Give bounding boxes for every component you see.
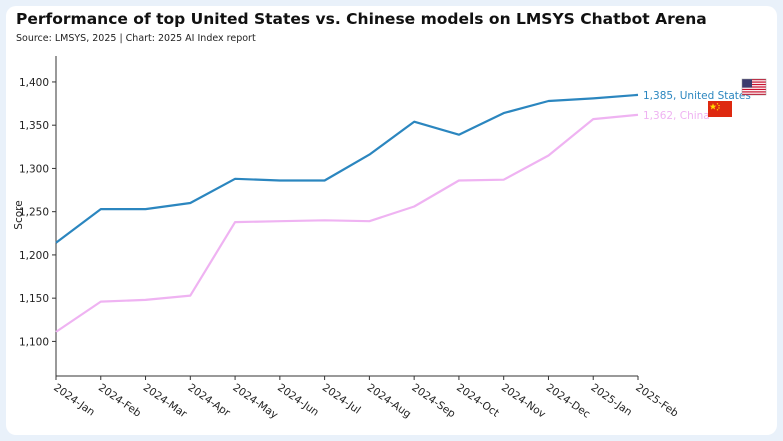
y-tick-label: 1,150 xyxy=(19,293,49,305)
x-tick-label: 2025-Feb xyxy=(633,382,680,420)
y-tick-label: 1,350 xyxy=(19,120,49,132)
y-axis-title: Score xyxy=(13,200,25,229)
x-tick-label: 2024-Jun xyxy=(275,382,321,419)
x-tick-label: 2024-Feb xyxy=(96,382,143,420)
us-flag-icon xyxy=(741,78,767,96)
series-line-china xyxy=(55,113,639,333)
chart-subtitle: Source: LMSYS, 2025 | Chart: 2025 AI Ind… xyxy=(16,33,256,44)
y-tick-label: 1,200 xyxy=(19,250,49,262)
x-tick-label: 2024-Apr xyxy=(186,382,233,420)
series-line-united-states xyxy=(55,93,639,244)
x-tick-label: 2025-Jan xyxy=(589,382,635,419)
chart-card xyxy=(6,6,777,435)
end-label-china: 1,362, China xyxy=(643,110,710,122)
x-tick-label: 2024-Dec xyxy=(544,382,593,421)
x-tick-label: 2024-Oct xyxy=(454,382,501,420)
x-tick-label: 2024-Aug xyxy=(365,382,413,421)
chart-title: Performance of top United States vs. Chi… xyxy=(16,10,707,28)
y-tick-label: 1,100 xyxy=(19,336,49,348)
y-tick-label: 1,400 xyxy=(19,77,49,89)
x-tick-label: 2024-Jan xyxy=(51,382,97,419)
x-tick-label: 2024-May xyxy=(230,382,280,422)
y-tick-label: 1,250 xyxy=(19,207,49,219)
x-tick-label: 2024-Mar xyxy=(141,382,190,421)
china-flag-icon xyxy=(708,101,732,117)
x-tick-label: 2024-Jul xyxy=(320,382,363,417)
x-tick-label: 2024-Sep xyxy=(409,382,457,421)
end-label-united-states: 1,385, United States xyxy=(643,90,751,102)
y-tick-label: 1,300 xyxy=(19,163,49,175)
x-tick-label: 2024-Nov xyxy=(499,382,548,421)
